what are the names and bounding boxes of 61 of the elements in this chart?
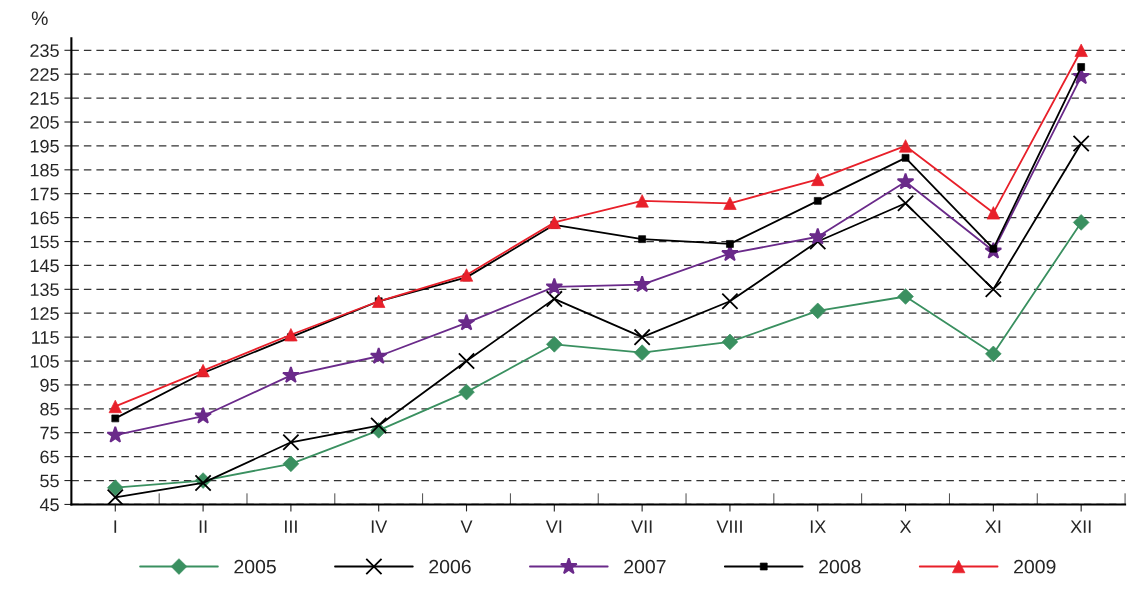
- y-axis-title: %: [31, 11, 48, 26]
- y-tick-label: 95: [40, 378, 59, 392]
- point: [194, 406, 212, 424]
- x-tick-label: XII: [1070, 520, 1091, 533]
- y-tick-label: 125: [30, 307, 59, 320]
- y-tick-label: 165: [30, 211, 59, 225]
- y-tick-label: 235: [30, 44, 59, 58]
- point: [808, 227, 827, 245]
- x-tick-label: XI: [985, 520, 1001, 533]
- point: [897, 194, 915, 212]
- point: [984, 280, 1002, 298]
- x-tick-label: IX: [810, 520, 826, 533]
- point: [1072, 134, 1090, 153]
- x-tick-label: V: [460, 520, 473, 533]
- point: [106, 425, 125, 443]
- x-tick-label: X: [899, 520, 912, 533]
- point: [457, 313, 476, 331]
- y-tick-label: 105: [30, 354, 59, 368]
- point: [457, 352, 476, 370]
- y-tick-label: 45: [39, 498, 59, 512]
- point: [545, 290, 563, 308]
- y-tick-label: 195: [30, 139, 59, 153]
- legend-label: 2008: [819, 559, 861, 574]
- x-tick-label: VI: [545, 520, 562, 533]
- y-tick-label: 205: [30, 115, 59, 129]
- x-tick-label: III: [285, 520, 297, 533]
- point: [721, 292, 739, 310]
- legend-label: 2007: [624, 559, 666, 574]
- point: [106, 488, 124, 505]
- point: [370, 417, 388, 435]
- y-tick-label: 225: [30, 68, 59, 81]
- point: [723, 196, 737, 210]
- legend-label: 2005: [234, 559, 276, 574]
- y-tick-label: 145: [30, 259, 59, 273]
- point: [458, 383, 475, 401]
- y-tick-label: 185: [30, 163, 59, 177]
- point: [1074, 43, 1088, 57]
- y-tick-label: 75: [40, 426, 59, 440]
- x-tick-label: I: [114, 520, 117, 533]
- point: [896, 172, 915, 190]
- y-tick-label: 155: [30, 235, 59, 249]
- y-tick-label: 135: [30, 283, 59, 297]
- point: [633, 328, 651, 346]
- point: [633, 275, 651, 293]
- x-tick-label: VIII: [716, 520, 742, 533]
- point: [985, 345, 1002, 363]
- legend-label: 2009: [1014, 559, 1056, 574]
- legend-label: 2006: [429, 559, 471, 574]
- point: [282, 366, 300, 384]
- point: [369, 347, 388, 364]
- y-tick-label: 55: [40, 474, 59, 488]
- y-tick-label: 215: [30, 92, 59, 105]
- x-tick-label: VII: [631, 520, 652, 533]
- point: [282, 433, 300, 451]
- y-tick-label: 65: [40, 450, 59, 464]
- y-tick-label: 175: [30, 187, 59, 201]
- y-tick-label: 115: [32, 331, 59, 344]
- point: [545, 277, 564, 295]
- x-tick-label: IV: [371, 520, 388, 533]
- x-tick-label: II: [199, 520, 207, 533]
- y-tick-label: 85: [40, 402, 59, 416]
